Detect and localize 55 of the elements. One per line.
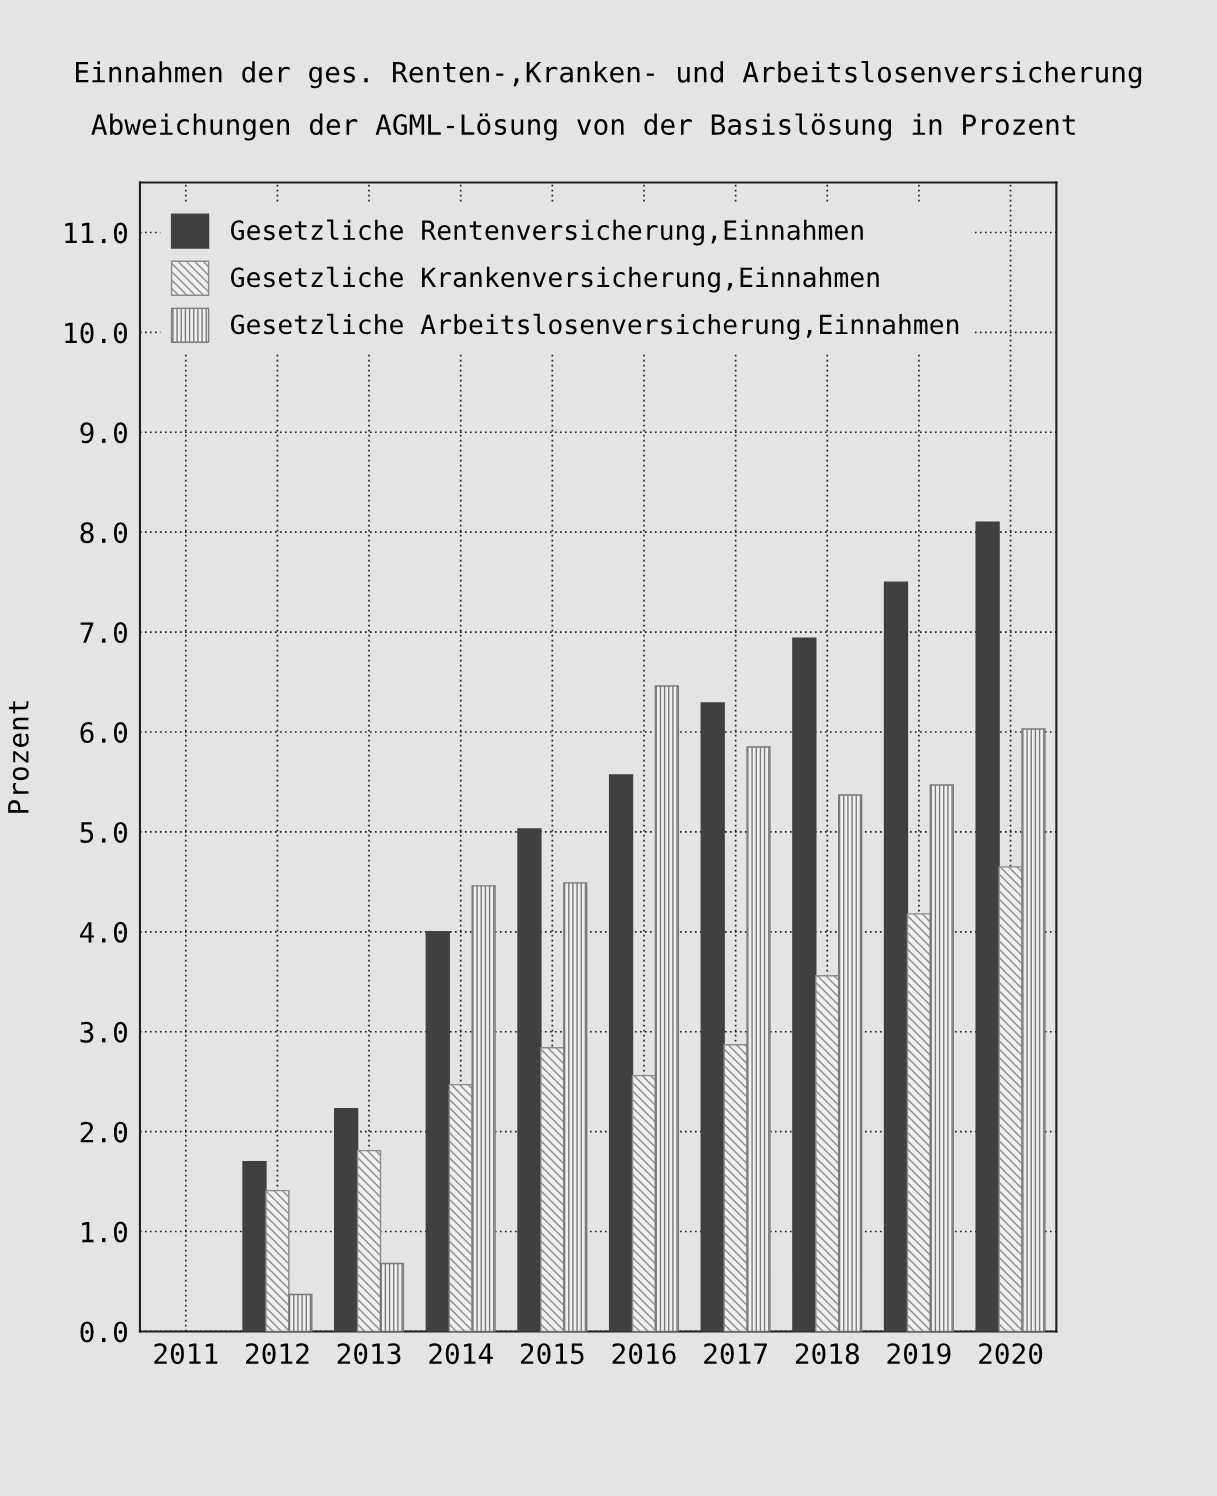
bar xyxy=(265,1189,290,1332)
y-tick-label: 7.0 xyxy=(80,622,128,644)
x-tick-label: 2013 xyxy=(337,1343,401,1365)
bar xyxy=(425,931,450,1332)
bar xyxy=(540,1047,565,1332)
bar xyxy=(838,794,863,1332)
x-tick-label: 2012 xyxy=(246,1343,309,1365)
x-tick-label: 2019 xyxy=(887,1343,951,1365)
bar xyxy=(883,581,909,1332)
bar xyxy=(631,1074,657,1332)
x-tick-label: 2018 xyxy=(795,1343,859,1365)
bar xyxy=(242,1160,267,1332)
legend-label: Gesetzliche Arbeitslosenversicherung,Einnahmen xyxy=(230,313,959,340)
x-tick-label: 2016 xyxy=(612,1343,676,1365)
bar xyxy=(700,702,725,1332)
y-tick-label: 4.0 xyxy=(80,921,128,943)
bar xyxy=(723,1044,748,1332)
legend-label: Gesetzliche Rentenversicherung,Einnahmen xyxy=(230,219,863,246)
bar xyxy=(929,784,954,1332)
y-tick-label: 3.0 xyxy=(80,1021,128,1043)
bar xyxy=(746,746,771,1332)
bar xyxy=(356,1149,382,1332)
y-tick-label: 9.0 xyxy=(80,422,128,444)
y-tick-label: 10.0 xyxy=(65,322,128,344)
bar xyxy=(1021,728,1046,1332)
y-tick-label: 8.0 xyxy=(80,522,128,544)
bar xyxy=(608,774,634,1332)
y-tick-label: 11.0 xyxy=(65,222,128,244)
y-tick-label: 5.0 xyxy=(80,821,128,843)
bar xyxy=(815,975,840,1332)
x-tick-label: 2015 xyxy=(520,1343,584,1365)
bar xyxy=(654,685,680,1332)
bar xyxy=(792,637,817,1332)
x-tick-label: 2020 xyxy=(979,1343,1043,1365)
y-tick-label: 2.0 xyxy=(80,1121,128,1143)
chart-subtitle: Abweichungen der AGML-Lösung von der Basislösung in Prozent xyxy=(91,113,1075,141)
x-tick-label: 2017 xyxy=(704,1343,767,1365)
y-tick-label: 6.0 xyxy=(80,722,128,744)
bar xyxy=(517,828,542,1332)
bar xyxy=(288,1293,313,1332)
y-tick-label: 1.0 xyxy=(82,1221,128,1243)
x-tick-label: 2011 xyxy=(154,1343,218,1365)
chart-title: Einnahmen der ges. Renten-,Kranken- und Arbeitslosenversicherung xyxy=(76,61,1142,89)
bar xyxy=(998,866,1023,1332)
y-axis-title: Prozent xyxy=(8,701,29,813)
bar xyxy=(448,1083,473,1332)
bar xyxy=(471,885,496,1332)
bar xyxy=(563,882,588,1332)
x-tick-label: 2014 xyxy=(429,1343,493,1365)
y-tick-label: 0.0 xyxy=(80,1321,128,1343)
bar xyxy=(906,913,932,1332)
bar xyxy=(333,1107,359,1332)
legend-label: Gesetzliche Krankenversicherung,Einnahmen xyxy=(230,266,879,293)
bar xyxy=(379,1262,405,1332)
bar xyxy=(975,521,1000,1332)
